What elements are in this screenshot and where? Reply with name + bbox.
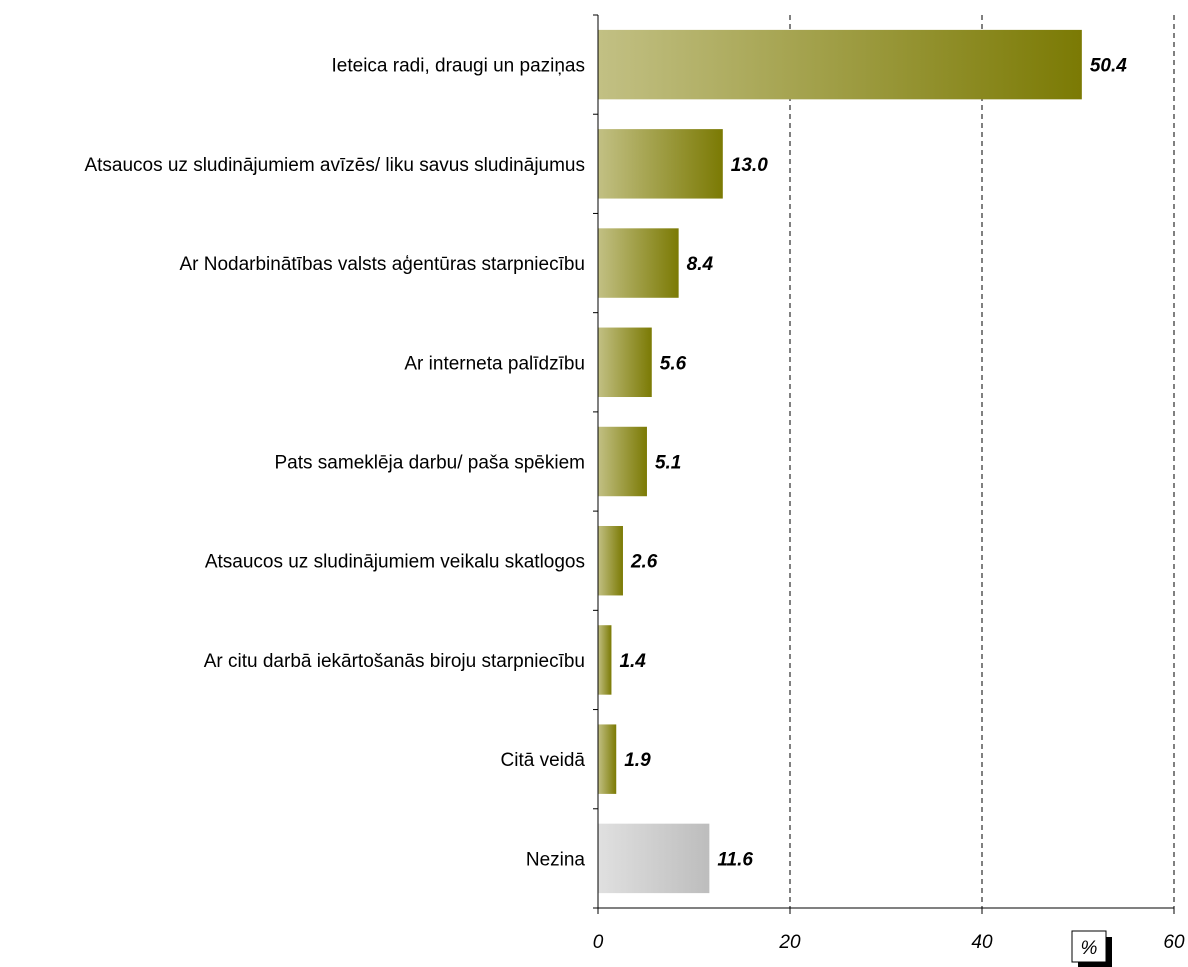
value-label: 50.4 — [1090, 56, 1127, 77]
value-label: 11.6 — [717, 849, 753, 870]
value-label: 2.6 — [630, 552, 658, 573]
unit-label: % — [1081, 938, 1098, 959]
value-label: 8.4 — [687, 254, 714, 275]
value-label: 1.4 — [619, 651, 646, 672]
value-label: 13.0 — [731, 155, 768, 176]
bar — [598, 724, 617, 794]
x-tick-label: 0 — [593, 932, 604, 953]
x-tick-label: 20 — [778, 932, 801, 953]
bar — [598, 129, 723, 199]
value-label: 5.6 — [660, 353, 687, 374]
grid-lines — [789, 15, 1175, 908]
bar — [598, 327, 652, 398]
x-tick-label: 60 — [1163, 932, 1185, 953]
category-label: Atsaucos uz sludinājumiem avīzēs/ liku s… — [84, 155, 585, 176]
value-label: 5.1 — [655, 453, 681, 474]
bar — [598, 426, 647, 497]
bar — [598, 525, 623, 596]
category-label: Ieteica radi, draugi un paziņas — [332, 56, 586, 77]
category-label: Citā veidā — [501, 750, 586, 771]
category-label: Atsaucos uz sludinājumiem veikalu skatlo… — [205, 552, 585, 573]
labels: 0 20 40 60 Ieteica radi, draugi un paziņas 50… — [84, 56, 1185, 953]
category-label: Ar interneta palīdzību — [404, 353, 585, 374]
value-label: 1.9 — [624, 750, 651, 771]
bar — [598, 625, 612, 695]
axes — [593, 14, 1175, 914]
bar — [598, 29, 1082, 100]
category-label: Nezina — [526, 849, 586, 870]
bar — [598, 228, 679, 298]
category-label: Ar citu darbā iekārtošanās biroju starpn… — [204, 651, 585, 672]
unit-label-box: % — [1071, 930, 1112, 967]
x-tick-label: 40 — [971, 932, 993, 953]
bar — [598, 823, 710, 894]
category-label: Pats sameklēja darbu/ paša spēkiem — [275, 453, 586, 474]
category-label: Ar Nodarbinātības valsts aģentūras starp… — [179, 254, 585, 275]
bars — [598, 29, 1082, 894]
